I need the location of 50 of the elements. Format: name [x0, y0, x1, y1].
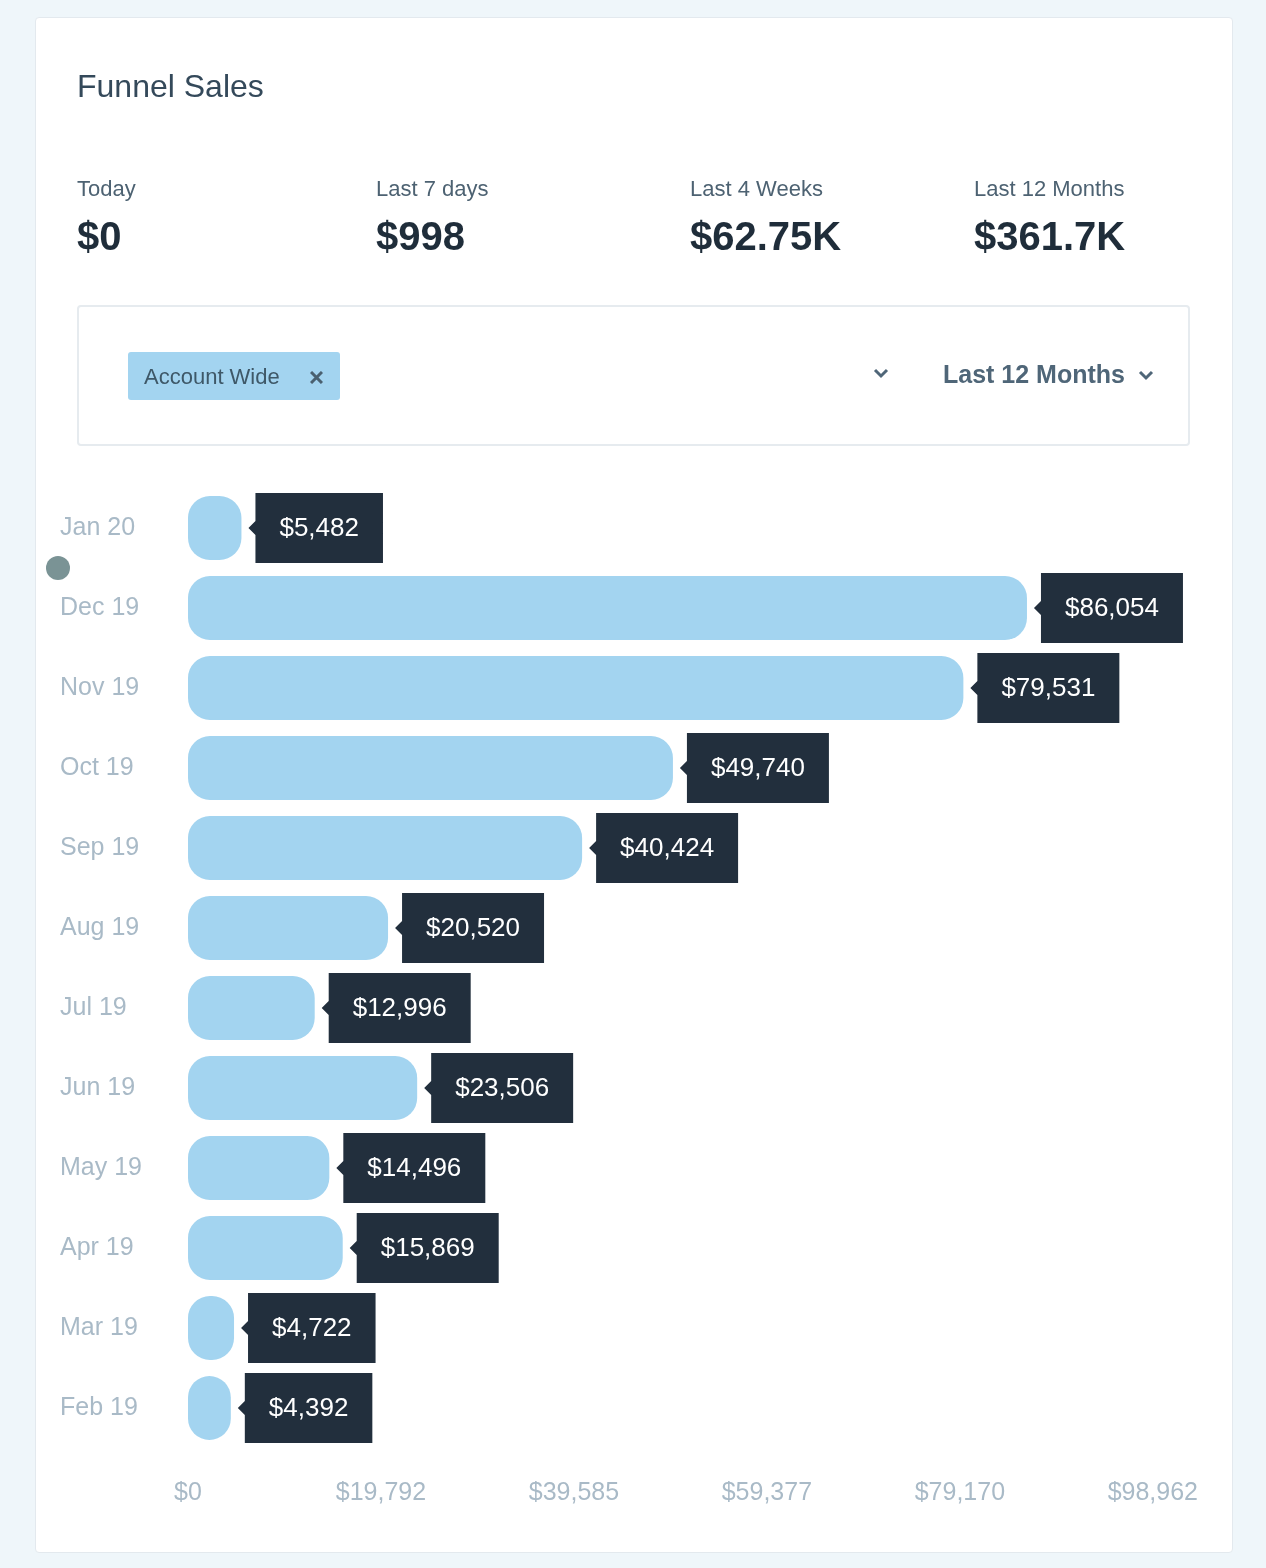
x-tick-label: $59,377 — [721, 1476, 813, 1505]
x-tick-label: $79,170 — [914, 1476, 1006, 1505]
data-label: $4,392 — [268, 1392, 349, 1423]
data-label: $49,740 — [710, 752, 805, 783]
text: Last 7 days — [376, 176, 489, 202]
text: $0 — [77, 214, 122, 259]
y-tick-label: May 19 — [60, 1151, 142, 1180]
bar — [188, 656, 964, 720]
x-tick-label: $0 — [174, 1476, 202, 1505]
y-tick-label: Sep 19 — [60, 831, 140, 860]
bar — [188, 976, 315, 1040]
data-label: $86,054 — [1064, 592, 1159, 623]
y-tick-label: Feb 19 — [60, 1391, 138, 1420]
y-tick-label: Jun 19 — [60, 1071, 136, 1100]
x-tick-label: $98,962 — [1107, 1476, 1198, 1505]
bar — [188, 1216, 343, 1280]
y-tick-label: Dec 19 — [60, 591, 140, 620]
text: $361.7K — [974, 214, 1126, 259]
y-tick-label: Oct 19 — [60, 751, 134, 780]
data-label: $15,869 — [380, 1232, 475, 1263]
x-tick-label: $19,792 — [335, 1476, 427, 1505]
data-label: $4,722 — [272, 1312, 352, 1343]
data-label: $14,496 — [367, 1152, 462, 1183]
bar — [188, 816, 583, 880]
data-label: $23,506 — [455, 1072, 550, 1103]
bar — [188, 1136, 330, 1200]
text: Account Wide — [144, 364, 280, 390]
y-tick-label: Apr 19 — [60, 1231, 134, 1260]
data-label: $12,996 — [352, 992, 447, 1023]
bar — [188, 576, 1027, 640]
y-tick-label: Jul 19 — [60, 991, 127, 1020]
bar — [188, 896, 389, 960]
y-tick-label: Jan 20 — [60, 511, 136, 540]
bar — [188, 1056, 418, 1120]
x-tick-label: $39,585 — [528, 1476, 620, 1505]
y-tick-label: Nov 19 — [60, 671, 140, 700]
bar — [188, 736, 673, 800]
chart-title: Funnel Sales — [77, 68, 264, 105]
y-tick-label: Aug 19 — [60, 911, 140, 940]
data-label: $79,531 — [1001, 672, 1096, 703]
y-tick-label: Mar 19 — [60, 1311, 138, 1340]
text: $62.75K — [690, 214, 842, 259]
text: Today — [77, 176, 136, 202]
text: $998 — [376, 214, 465, 259]
text: Last 12 Months — [943, 360, 1125, 389]
text: Last 12 Months — [974, 176, 1125, 202]
data-label: $5,482 — [279, 512, 359, 543]
text: Last 4 Weeks — [690, 176, 823, 202]
data-label: $40,424 — [620, 832, 715, 863]
data-label: $20,520 — [426, 912, 521, 943]
